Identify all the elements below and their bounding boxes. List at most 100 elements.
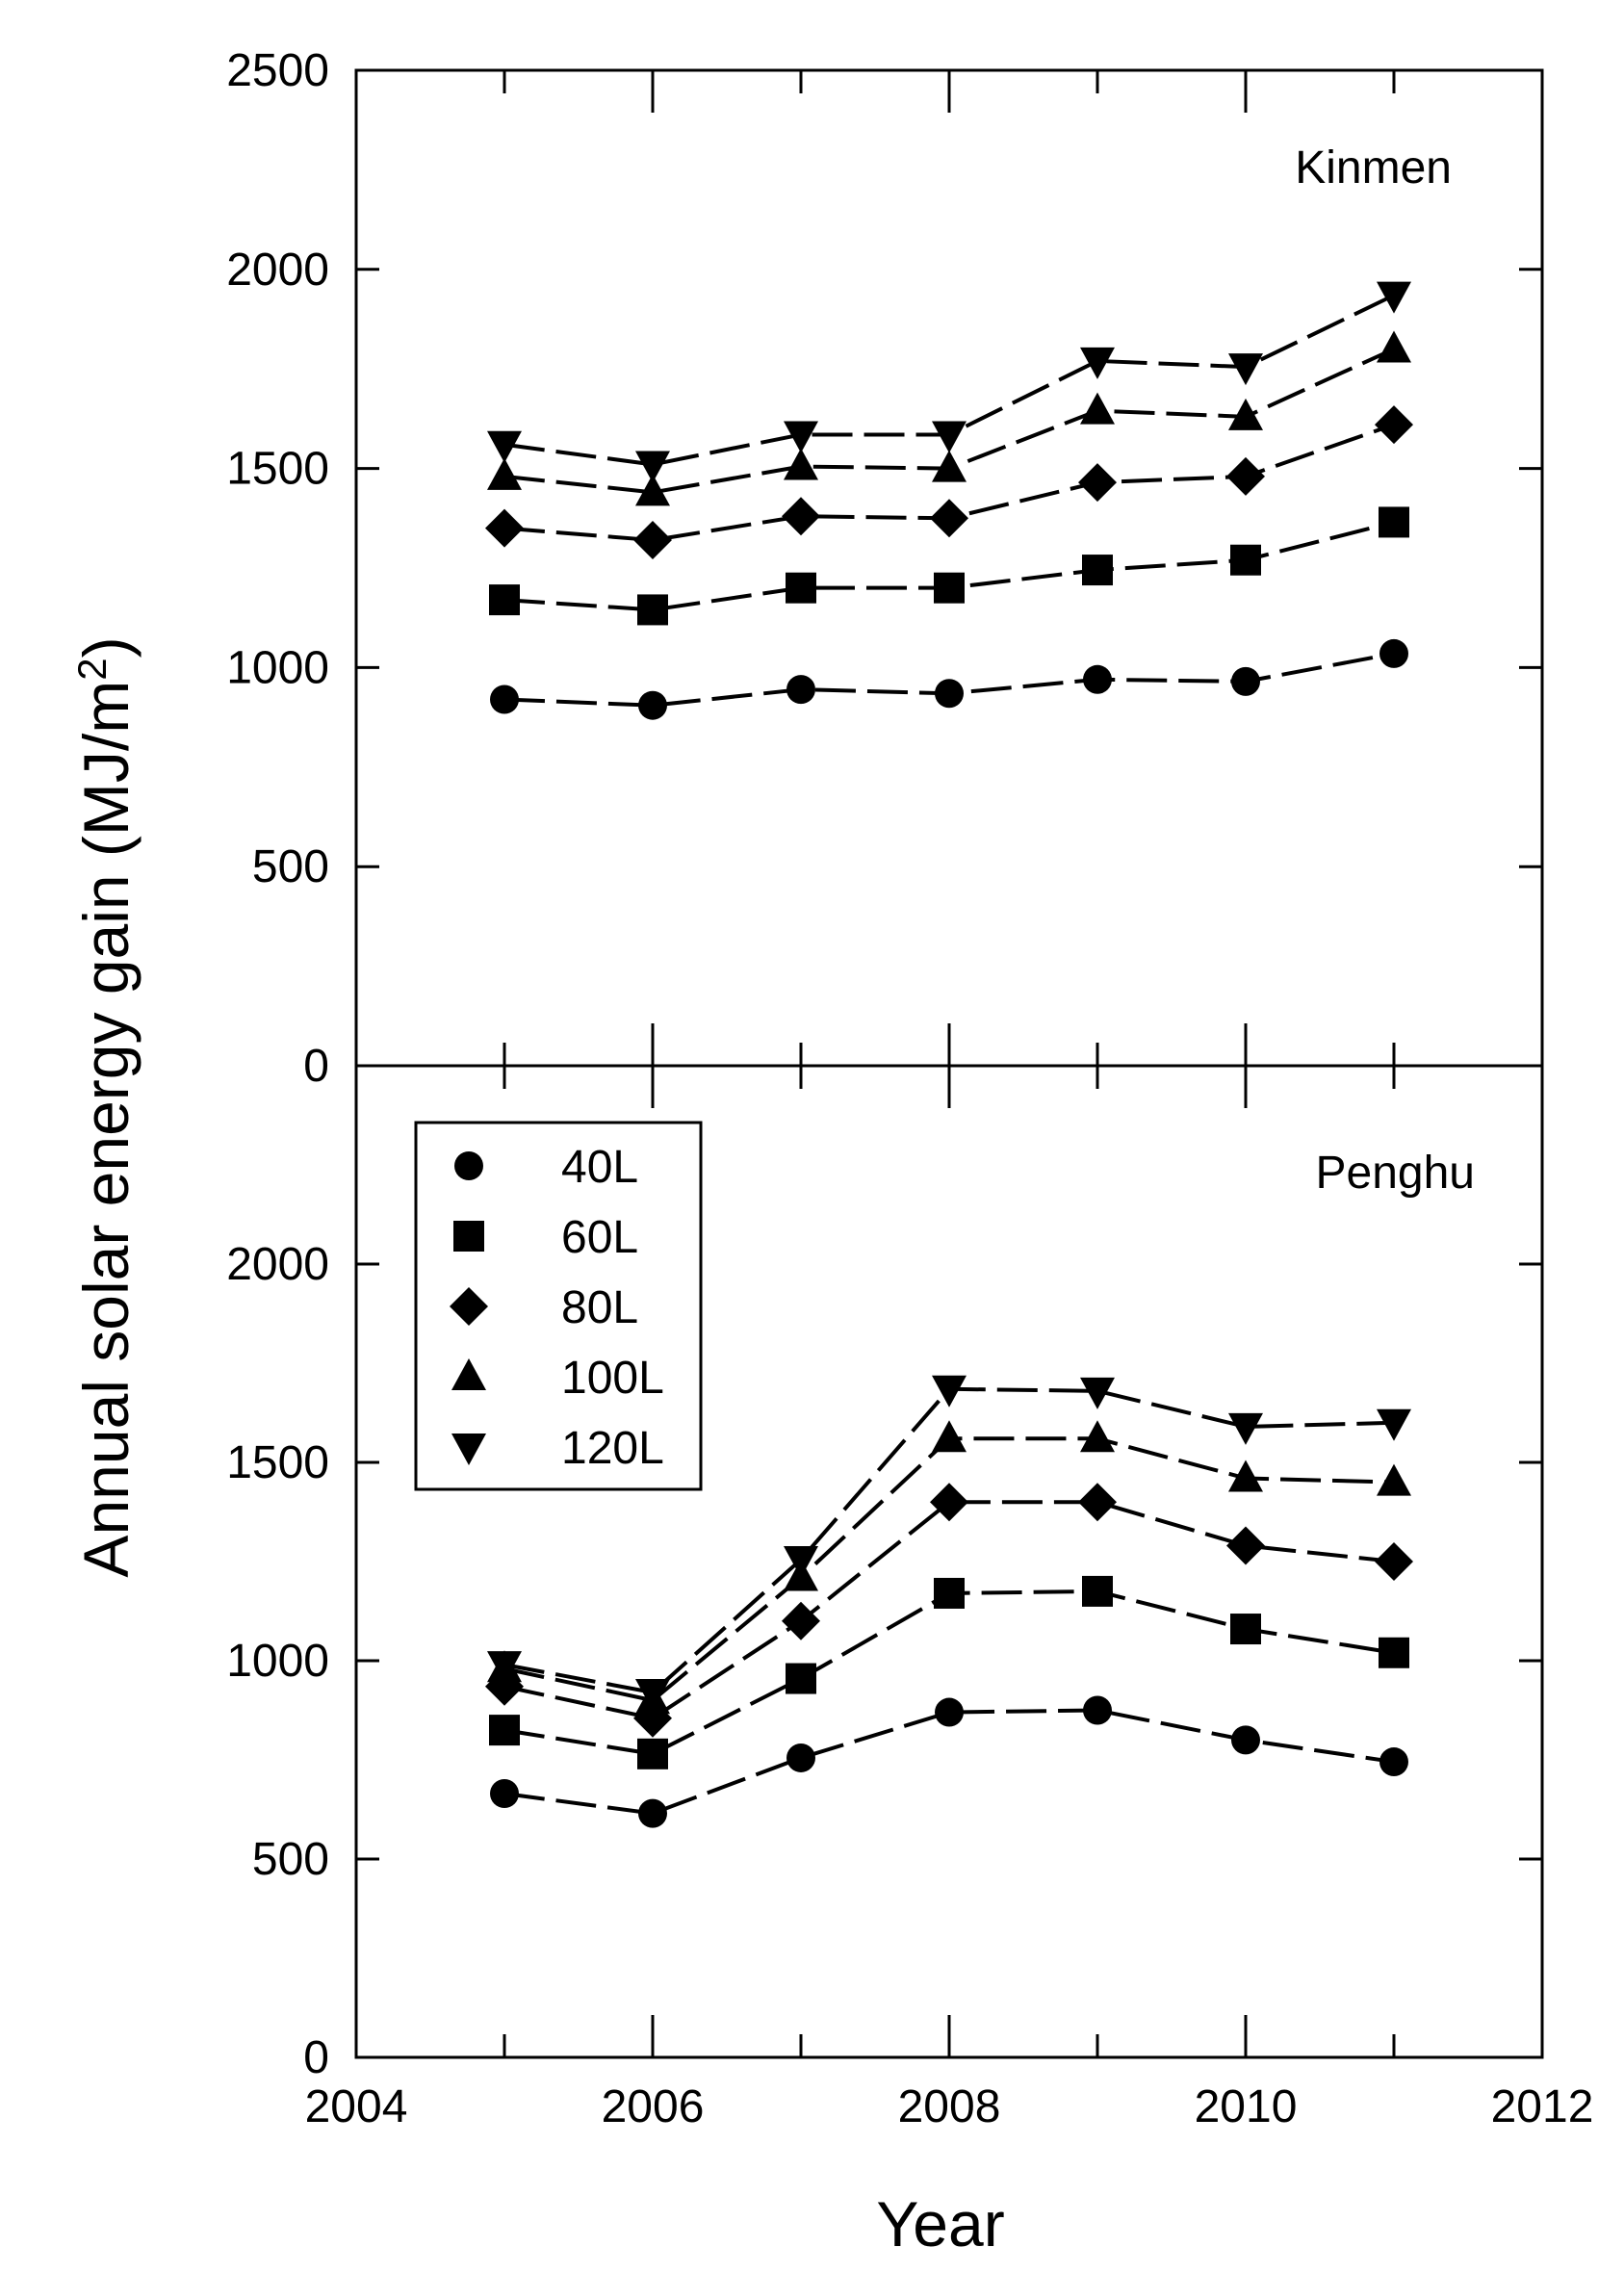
point-penghu-60L (637, 1738, 668, 1769)
point-penghu-100L (932, 1420, 967, 1453)
point-penghu-60L (489, 1715, 520, 1746)
panel-frame-kinmen (354, 68, 1544, 1068)
y-tick-label: 1000 (226, 642, 329, 693)
point-penghu-80L (1375, 1542, 1413, 1581)
y-tick-label: 2500 (226, 45, 329, 96)
panel-title-kinmen: Kinmen (1295, 142, 1452, 194)
point-kinmen-60L (934, 572, 965, 604)
point-penghu-40L (1083, 1695, 1112, 1725)
point-kinmen-40L (490, 684, 519, 714)
point-penghu-120L (635, 1678, 670, 1711)
point-kinmen-60L (1379, 506, 1409, 538)
point-penghu-60L (786, 1663, 816, 1694)
y-axis-title-close: ) (70, 636, 142, 658)
point-penghu-120L (784, 1545, 818, 1578)
point-kinmen-120L (487, 430, 522, 463)
panel-frame-penghu (354, 1064, 1544, 2059)
point-kinmen-100L (1228, 398, 1263, 430)
y-tick-label: 1500 (226, 1437, 329, 1488)
point-kinmen-80L (485, 508, 524, 548)
y-axis-title: Annual solar energy gain (MJ/m2) (69, 636, 142, 1577)
point-penghu-120L (487, 1651, 522, 1684)
y-tick-label: 2000 (226, 1239, 329, 1290)
x-tick-label: 2004 (305, 2081, 408, 2132)
point-kinmen-40L (638, 690, 667, 720)
legend-marker-40L (454, 1151, 483, 1180)
y-tick-label: 2000 (226, 245, 329, 296)
point-kinmen-80L (1226, 456, 1265, 496)
point-kinmen-120L (635, 451, 670, 483)
point-penghu-120L (1377, 1408, 1411, 1441)
panel-title-penghu: Penghu (1316, 1148, 1476, 1199)
point-kinmen-80L (633, 521, 672, 560)
x-tick-label: 2006 (602, 2081, 705, 2132)
point-kinmen-120L (1377, 281, 1411, 314)
point-penghu-80L (782, 1601, 820, 1640)
legend-label-100L: 100L (561, 1353, 664, 1404)
legend-box (414, 1121, 703, 1491)
legend-label-120L: 120L (561, 1423, 664, 1474)
y-axis-title-main: Annual solar energy gain (MJ/m (70, 681, 142, 1578)
y-tick-label: 500 (252, 841, 329, 892)
point-penghu-80L (1078, 1483, 1117, 1522)
y-axis-title-superscript: 2 (69, 658, 115, 680)
y-tick-label: 0 (303, 1041, 329, 1092)
point-penghu-40L (638, 1798, 667, 1828)
point-kinmen-80L (930, 499, 968, 538)
point-penghu-100L (1377, 1463, 1411, 1496)
point-penghu-120L (1080, 1377, 1115, 1409)
point-kinmen-100L (635, 474, 670, 506)
point-kinmen-60L (489, 584, 520, 616)
x-tick-label: 2012 (1491, 2081, 1594, 2132)
point-penghu-40L (935, 1697, 964, 1727)
point-penghu-100L (1228, 1459, 1263, 1492)
point-kinmen-60L (786, 572, 816, 604)
legend-label-60L: 60L (561, 1212, 638, 1263)
point-penghu-40L (1231, 1725, 1260, 1755)
point-kinmen-60L (1230, 544, 1261, 576)
point-penghu-80L (930, 1483, 968, 1522)
x-axis-title: Year (876, 2188, 1004, 2260)
point-kinmen-120L (784, 421, 818, 453)
y-tick-label: 500 (252, 1834, 329, 1885)
point-penghu-60L (1230, 1614, 1261, 1645)
point-kinmen-100L (487, 457, 522, 490)
legend-marker-80L (450, 1287, 488, 1326)
point-penghu-120L (1228, 1412, 1263, 1445)
point-kinmen-100L (932, 450, 967, 482)
point-kinmen-100L (1377, 330, 1411, 363)
point-kinmen-80L (1078, 463, 1117, 503)
legend-marker-100L (451, 1358, 486, 1390)
legend-marker-60L (453, 1221, 484, 1252)
legend-marker-120L (451, 1434, 486, 1465)
point-kinmen-100L (1080, 392, 1115, 425)
series-line-penghu-80L (503, 1500, 1395, 1720)
point-kinmen-40L (786, 675, 815, 705)
point-penghu-60L (1379, 1637, 1409, 1668)
point-kinmen-120L (1228, 353, 1263, 386)
point-kinmen-80L (1375, 405, 1413, 445)
y-tick-label: 1500 (226, 444, 329, 495)
y-tick-label: 1000 (226, 1636, 329, 1687)
point-penghu-40L (490, 1779, 519, 1809)
point-penghu-60L (1082, 1575, 1113, 1607)
point-kinmen-120L (932, 421, 967, 453)
series-line-penghu-100L (503, 1436, 1395, 1703)
point-kinmen-40L (935, 679, 964, 709)
point-kinmen-40L (1379, 638, 1408, 668)
y-tick-label: 0 (303, 2032, 329, 2083)
point-kinmen-80L (782, 497, 820, 536)
point-kinmen-40L (1083, 664, 1112, 694)
point-kinmen-120L (1080, 347, 1115, 379)
x-tick-label: 2010 (1195, 2081, 1298, 2132)
legend-label-80L: 80L (561, 1282, 638, 1333)
x-tick-label: 2008 (898, 2081, 1001, 2132)
point-kinmen-100L (784, 448, 818, 480)
point-kinmen-60L (1082, 555, 1113, 586)
point-kinmen-40L (1231, 666, 1260, 696)
point-penghu-40L (786, 1743, 815, 1772)
point-penghu-100L (1080, 1420, 1115, 1453)
point-penghu-40L (1379, 1747, 1408, 1777)
legend-label-40L: 40L (561, 1142, 638, 1193)
